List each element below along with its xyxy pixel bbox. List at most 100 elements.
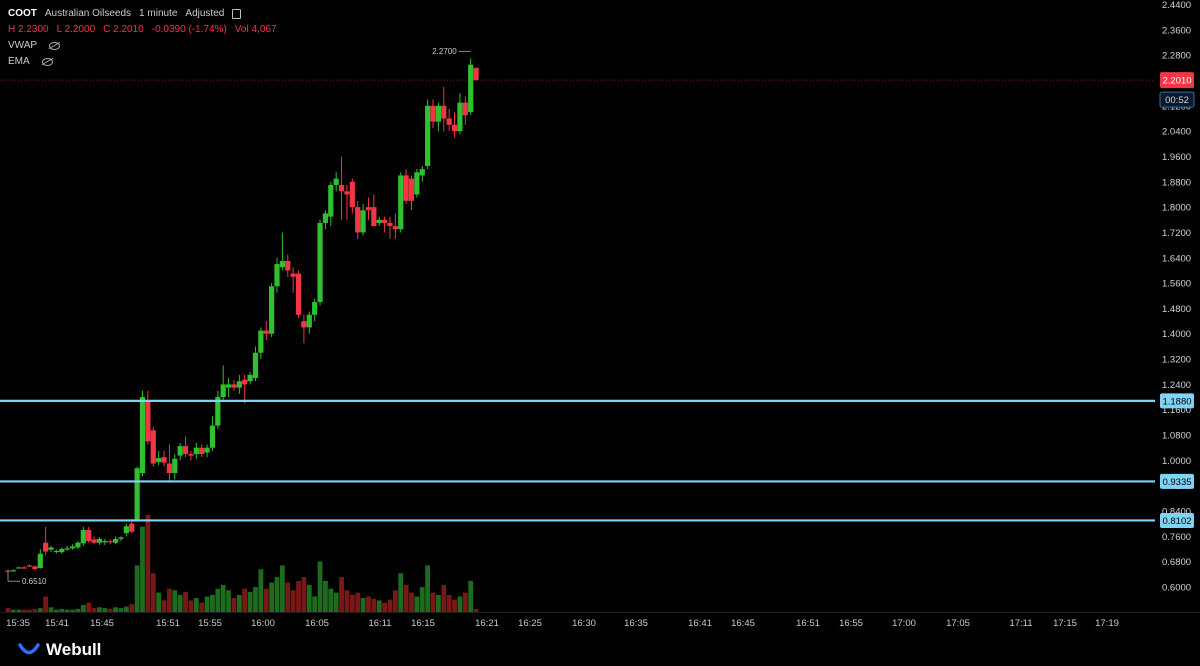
candle-body bbox=[333, 178, 339, 185]
volume-bar bbox=[296, 580, 301, 612]
volume-bar bbox=[226, 590, 231, 612]
candle-body bbox=[247, 374, 253, 382]
candle-body bbox=[425, 105, 431, 166]
x-tick-label: 16:11 bbox=[368, 618, 391, 629]
volume-bar bbox=[70, 609, 75, 612]
candle-body bbox=[204, 447, 210, 453]
volume-bar bbox=[220, 584, 226, 612]
volume-bar bbox=[387, 599, 393, 612]
volume-bar bbox=[236, 594, 242, 612]
price-level-label: 1.1880 bbox=[1162, 396, 1191, 407]
volume-bar bbox=[312, 596, 318, 612]
candle-body bbox=[457, 102, 463, 132]
volume-bar bbox=[269, 582, 275, 612]
company-name: Australian Oilseeds bbox=[44, 8, 132, 19]
candle-body bbox=[107, 541, 113, 543]
volume-bar bbox=[123, 606, 129, 612]
candle-body bbox=[312, 302, 318, 315]
candle-body bbox=[156, 458, 162, 462]
candle-body bbox=[199, 447, 205, 455]
candle-body bbox=[398, 175, 404, 230]
indicator-vwap[interactable]: VWAP bbox=[8, 40, 38, 51]
candle-body bbox=[371, 207, 377, 227]
volume-bar bbox=[86, 602, 92, 612]
candle-body bbox=[150, 430, 156, 464]
candle-body bbox=[209, 425, 216, 448]
candle-body bbox=[382, 219, 388, 223]
candle-body bbox=[360, 210, 366, 233]
footer-bar: Webull bbox=[0, 634, 1200, 666]
candle-body bbox=[215, 397, 221, 426]
volume-bar bbox=[473, 608, 479, 612]
x-tick-label: 17:05 bbox=[946, 618, 970, 629]
volume-bar bbox=[156, 592, 162, 612]
candle-body bbox=[285, 260, 291, 271]
volume-bar bbox=[430, 592, 436, 612]
candle-body bbox=[91, 539, 97, 543]
volume-bar bbox=[274, 577, 280, 612]
volume-bar bbox=[231, 598, 237, 612]
volume-bar bbox=[344, 590, 350, 612]
ohlc-high: H 2.2300 bbox=[8, 24, 49, 35]
y-tick-label: 1.0800 bbox=[1162, 431, 1191, 442]
volume-bar bbox=[113, 607, 118, 612]
y-tick-label: 1.5600 bbox=[1162, 279, 1191, 290]
volume-bar bbox=[188, 600, 194, 612]
volume-bar bbox=[118, 608, 124, 612]
volume-bar bbox=[242, 588, 248, 612]
y-tick-label: 1.7200 bbox=[1162, 228, 1191, 239]
candle-body bbox=[430, 105, 436, 122]
candle-body bbox=[177, 446, 183, 456]
candle-body bbox=[451, 124, 458, 132]
volume-bar bbox=[279, 565, 285, 612]
price-level-label: 0.9335 bbox=[1162, 477, 1191, 488]
ohlc-low: L 2.2000 bbox=[56, 24, 96, 35]
volume-bar bbox=[5, 608, 11, 612]
y-tick-label: 2.0400 bbox=[1162, 127, 1191, 138]
candle-body bbox=[419, 169, 425, 176]
volume-bar bbox=[376, 600, 382, 612]
candle-body bbox=[145, 400, 151, 442]
volume-bar bbox=[263, 588, 269, 612]
volume-bar bbox=[414, 596, 420, 612]
candle-body bbox=[414, 172, 420, 195]
y-tick-label: 1.6400 bbox=[1162, 253, 1191, 264]
volume-bar bbox=[177, 594, 183, 612]
ticker-symbol[interactable]: COOT bbox=[8, 8, 37, 19]
candle-body bbox=[322, 213, 329, 223]
candle-body bbox=[43, 542, 49, 552]
x-tick-label: 16:21 bbox=[475, 618, 499, 629]
volume-bar bbox=[398, 573, 404, 612]
candle-body bbox=[408, 178, 415, 201]
price-chart[interactable]: 2.44002.36002.28002.20002.12002.04001.96… bbox=[0, 0, 1200, 634]
volume-bar bbox=[134, 565, 140, 612]
candle-body bbox=[392, 226, 398, 230]
visibility-off-icon[interactable] bbox=[41, 58, 53, 66]
volume-bar bbox=[150, 573, 156, 612]
y-tick-label: 0.6800 bbox=[1162, 557, 1191, 568]
x-tick-label: 15:55 bbox=[198, 618, 222, 629]
settings-icon[interactable] bbox=[232, 9, 242, 19]
volume-bar bbox=[172, 590, 178, 612]
candle-body bbox=[355, 207, 361, 233]
candle-body bbox=[161, 457, 167, 463]
volume-bar bbox=[64, 609, 70, 612]
price-level-tag bbox=[1160, 512, 1194, 528]
x-tick-label: 17:15 bbox=[1053, 618, 1077, 629]
volume-bar bbox=[10, 609, 16, 612]
volume-bar bbox=[59, 608, 65, 612]
volume-bar bbox=[129, 604, 135, 612]
interval-selector[interactable]: 1 minute bbox=[139, 8, 178, 19]
indicator-ema[interactable]: EMA bbox=[8, 56, 30, 67]
y-tick-label: 1.2400 bbox=[1162, 380, 1191, 391]
volume-bar bbox=[210, 594, 215, 612]
candle-body bbox=[123, 526, 129, 534]
volume-bar bbox=[32, 608, 38, 612]
candle-body bbox=[349, 181, 355, 208]
candle-body bbox=[236, 381, 242, 388]
adjust-selector[interactable]: Adjusted bbox=[185, 8, 225, 19]
candle-body bbox=[21, 567, 27, 569]
volume-bar bbox=[290, 590, 296, 612]
y-tick-label: 1.8800 bbox=[1162, 177, 1191, 188]
visibility-off-icon[interactable] bbox=[49, 42, 61, 50]
